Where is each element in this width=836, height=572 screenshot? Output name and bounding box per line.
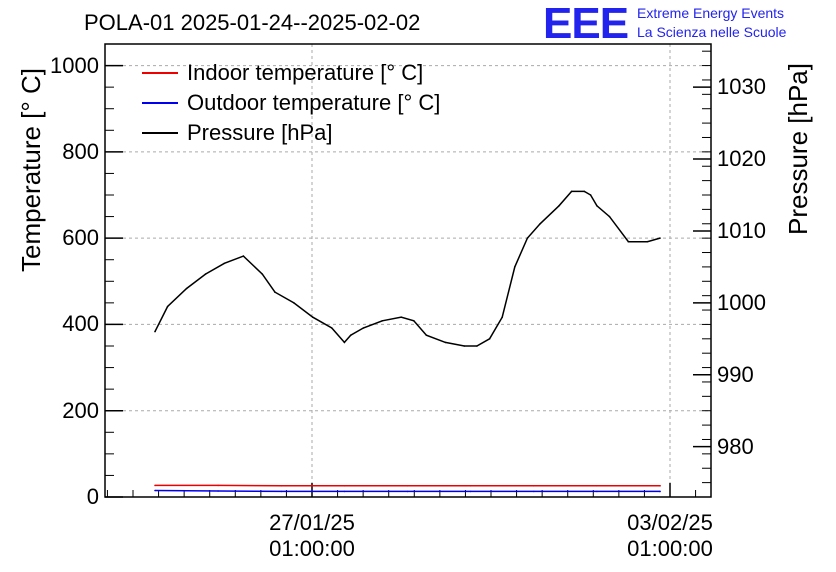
data-point-indoor-temperature [406, 485, 409, 487]
legend-label-indoor: Indoor temperature [° C] [187, 60, 424, 85]
logo-caption: Extreme Energy Events La Scienza nelle S… [637, 4, 786, 42]
data-point-pressure [343, 341, 346, 344]
y-left-tick-label: 800 [62, 138, 99, 164]
data-point-indoor-temperature [217, 484, 219, 487]
data-point-pressure [596, 205, 598, 207]
data-point-pressure [444, 341, 447, 344]
legend-swatch-pressure [142, 132, 178, 134]
y-axis-right-label: Pressure [hPa] [783, 63, 813, 235]
data-point-pressure [646, 240, 649, 243]
legend-label-outdoor: Outdoor temperature [° C] [187, 90, 441, 115]
y-right-tick-label: 1030 [717, 74, 766, 100]
data-point-pressure [293, 302, 295, 304]
data-point-pressure [223, 262, 226, 265]
x-tick-label: 27/01/25 01:00:00 [252, 510, 372, 562]
data-point-indoor-temperature [154, 484, 156, 487]
legend-label-pressure: Pressure [hPa] [187, 120, 333, 145]
data-point-pressure [312, 316, 314, 319]
logo-line-1: Extreme Energy Events [637, 5, 785, 21]
plot-frame [104, 43, 712, 498]
data-point-pressure [463, 345, 466, 347]
data-point-pressure [425, 334, 428, 337]
data-point-pressure [242, 255, 245, 257]
y-left-tick-label: 200 [62, 397, 99, 423]
y-right-tick-label: 1020 [717, 146, 766, 172]
data-point-outdoor-temperature [469, 490, 472, 493]
series-lines [154, 190, 661, 493]
data-point-pressure [558, 205, 560, 207]
series-line-pressure [154, 190, 661, 347]
legend-swatch-outdoor [142, 102, 178, 104]
data-point-pressure [476, 345, 478, 347]
data-point-pressure [349, 334, 352, 337]
data-point-indoor-temperature [280, 485, 283, 487]
data-point-outdoor-temperature [533, 490, 535, 493]
data-point-pressure [539, 223, 541, 225]
data-point-pressure [526, 237, 529, 239]
y-left-tick-label: 400 [62, 311, 99, 337]
data-point-outdoor-temperature [406, 490, 409, 493]
data-point-outdoor-temperature [659, 490, 661, 493]
y-right-tick-label: 980 [717, 433, 754, 459]
data-point-pressure [659, 237, 661, 239]
data-point-pressure [583, 190, 586, 193]
grid-lines [105, 44, 711, 497]
data-point-pressure [589, 194, 592, 196]
data-point-pressure [413, 320, 415, 322]
data-point-pressure [381, 320, 384, 322]
y-right-tick-label: 1000 [717, 289, 766, 315]
data-point-outdoor-temperature [217, 490, 219, 492]
y-right-tick-label: 1010 [717, 217, 766, 243]
x-tick-date: 03/02/25 [627, 510, 713, 535]
axis-ticks [105, 43, 711, 498]
data-point-pressure [570, 190, 573, 193]
x-tick-time: 01:00:00 [627, 536, 713, 561]
data-point-outdoor-temperature [343, 490, 346, 493]
data-point-pressure [166, 305, 169, 308]
data-point-pressure [608, 215, 611, 218]
data-point-pressure [185, 287, 188, 290]
data-point-indoor-temperature [469, 485, 472, 487]
y-axis-left-label: Temperature [° C] [16, 67, 46, 272]
x-tick-date: 27/01/25 [269, 510, 355, 535]
data-point-pressure [274, 291, 276, 293]
data-point-pressure [514, 266, 516, 268]
data-point-pressure [331, 327, 333, 329]
data-point-pressure [400, 316, 403, 319]
data-point-pressure [488, 338, 491, 340]
chart-title: POLA-01 2025-01-24--2025-02-02 [84, 10, 421, 35]
data-point-indoor-temperature [533, 485, 535, 487]
y-left-tick-label: 600 [62, 225, 99, 251]
data-point-outdoor-temperature [280, 490, 283, 493]
legend-swatch-indoor [142, 72, 178, 74]
x-tick-label: 03/02/25 01:00:00 [610, 510, 730, 562]
data-point-pressure [154, 330, 156, 333]
data-point-indoor-temperature [596, 485, 598, 487]
data-point-outdoor-temperature [596, 490, 598, 493]
logo-line-2: La Scienza nelle Scuole [637, 24, 787, 40]
data-point-pressure [627, 240, 630, 243]
y-left-tick-label: 1000 [50, 52, 99, 78]
data-point-outdoor-temperature [154, 489, 156, 492]
data-point-pressure [261, 273, 264, 275]
data-point-pressure [362, 327, 365, 329]
y-left-tick-label: 0 [86, 484, 99, 509]
y-right-tick-label: 990 [717, 361, 754, 387]
data-point-pressure [204, 273, 207, 275]
data-point-indoor-temperature [659, 485, 661, 487]
data-point-indoor-temperature [343, 485, 346, 487]
eee-logo: EEE [543, 0, 629, 48]
x-tick-time: 01:00:00 [269, 536, 355, 561]
data-point-pressure [501, 316, 504, 319]
